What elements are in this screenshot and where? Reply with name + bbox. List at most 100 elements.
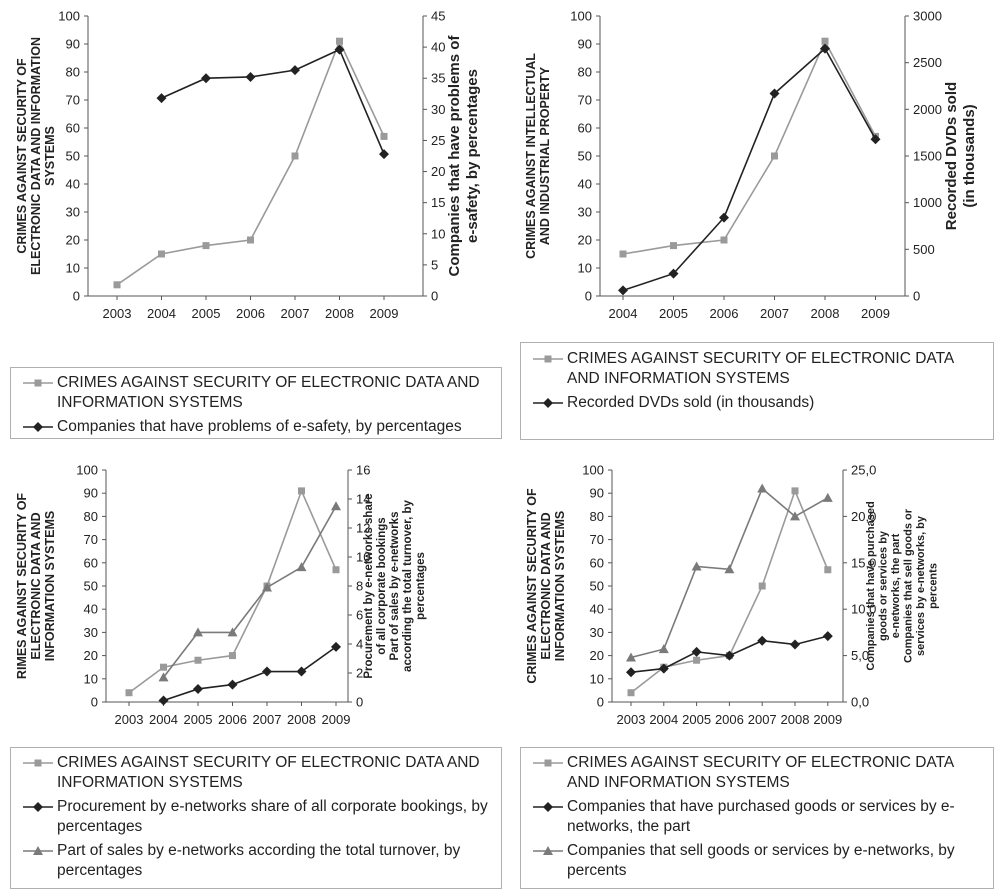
x-tick-label: 2003 [115,712,144,727]
right-tick-label: 1500 [913,149,942,164]
data-point-2 [618,285,628,296]
left-tick-label: 0 [73,289,80,304]
x-tick-label: 2009 [861,306,890,321]
data-point-1 [791,487,799,495]
left-tick-label: 80 [590,509,604,524]
data-point-2 [193,683,203,694]
data-point-2 [379,149,389,160]
legend-label: Procurement by e-networks share of all c… [57,798,488,835]
right-tick-label: 4 [356,637,363,652]
data-point-2 [691,646,702,657]
data-point-1 [125,689,133,697]
x-tick-label: 2003 [103,306,132,321]
right-tick-label: 14 [356,492,370,507]
right-tick-label: 35 [431,71,445,86]
data-point-3 [822,492,833,502]
right-tick-label: 10 [431,226,445,241]
left-tick-label: 70 [66,93,80,108]
data-point-3 [626,652,636,662]
right-tick-label: 0,0 [851,695,869,710]
right-tick-label: 40 [431,40,445,55]
right-axis-title: Companies that have purchasedgoods or se… [865,501,940,670]
right-tick-label: 12 [356,521,370,536]
left-tick-label: 50 [590,579,604,594]
chart-4: 0 10 20 30 40 50 60 70 80 90 100 0,0 5,0 10,0 15,0 20,0… [525,463,939,728]
left-tick-label: 100 [58,9,80,24]
right-tick-label: 2 [356,666,363,681]
right-axis-title: Recorded DVDs sold(in thousands) [943,82,978,230]
left-tick-label: 70 [590,532,604,547]
left-tick-label: 40 [66,177,80,192]
legend-label: Companies that have purchased goods or s… [567,798,955,835]
left-tick-label: 60 [84,555,98,570]
left-tick-label: 10 [66,261,80,276]
data-point-3 [790,511,800,521]
left-tick-label: 60 [578,121,592,136]
legend-item: CRIMES AGAINST SECURITY OF ELECTRONIC DA… [17,753,495,793]
data-point-2 [757,635,768,646]
left-tick-label: 10 [590,671,604,686]
x-tick-label: 2007 [748,712,777,727]
left-axis-title: CRIMES AGAINST SECURITY OFELECTRONIC DAT… [15,37,57,275]
left-tick-label: 40 [578,177,592,192]
data-point-1 [160,663,167,671]
x-tick-label: 2006 [236,306,265,321]
right-tick-label: 5 [431,257,438,272]
data-point-1 [720,236,728,244]
x-tick-label: 2008 [811,306,840,321]
right-tick-label: 15,0 [851,555,876,570]
left-tick-label: 30 [578,205,592,220]
legend-item: Companies that have purchased goods or s… [527,797,987,837]
right-tick-label: 500 [913,242,935,257]
data-point-1 [771,152,778,160]
data-point-2 [290,65,300,76]
left-tick-label: 90 [590,486,604,501]
data-point-1 [229,652,236,660]
data-point-3 [691,561,702,571]
right-tick-label: 0 [431,289,438,304]
legend-item: CRIMES AGAINST SECURITY OF ELECTRONIC DA… [527,753,987,793]
left-tick-label: 30 [84,625,98,640]
left-tick-label: 70 [578,93,592,108]
right-tick-label: 1000 [913,195,942,210]
data-point-1 [194,656,202,664]
right-tick-label: 2500 [913,55,942,70]
data-point-3 [262,582,272,592]
x-tick-label: 2009 [813,712,842,727]
data-point-2 [658,663,669,674]
right-tick-label: 15 [431,195,445,210]
left-tick-label: 20 [84,648,98,663]
series-line-1 [622,39,877,255]
right-tick-label: 0 [913,289,920,304]
data-point-2 [626,667,636,678]
x-tick-label: 2004 [609,306,638,321]
x-tick-label: 2009 [322,712,351,727]
data-point-3 [658,644,669,654]
legend-item: Companies that sell goods or services by… [527,841,987,881]
data-point-2 [870,134,881,145]
right-tick-label: 20 [431,164,445,179]
right-tick-label: 0 [356,695,363,710]
data-point-2 [769,88,780,99]
x-tick-label: 2008 [325,306,354,321]
x-tick-label: 2004 [149,712,178,727]
right-tick-label: 20,0 [851,509,876,524]
data-point-1 [247,236,254,244]
data-point-3 [158,672,169,682]
x-tick-label: 2008 [287,712,316,727]
left-tick-label: 20 [66,233,80,248]
square-marker-icon [533,355,563,363]
x-tick-label: 2006 [715,712,744,727]
x-tick-label: 2009 [370,306,399,321]
legend-item: Companies that have problems of e-safety… [17,417,495,437]
legend-chart-2: CRIMES AGAINST SECURITY OF ELECTRONIC DA… [520,342,994,440]
square-marker-icon [533,759,563,767]
legend-item: Part of sales by e-networks according th… [17,841,495,881]
data-point-3 [724,564,735,574]
series-line-2 [161,48,385,155]
left-tick-label: 70 [84,532,98,547]
diamond-marker-icon [533,398,563,408]
data-point-2 [820,43,830,54]
data-point-2 [227,679,238,690]
